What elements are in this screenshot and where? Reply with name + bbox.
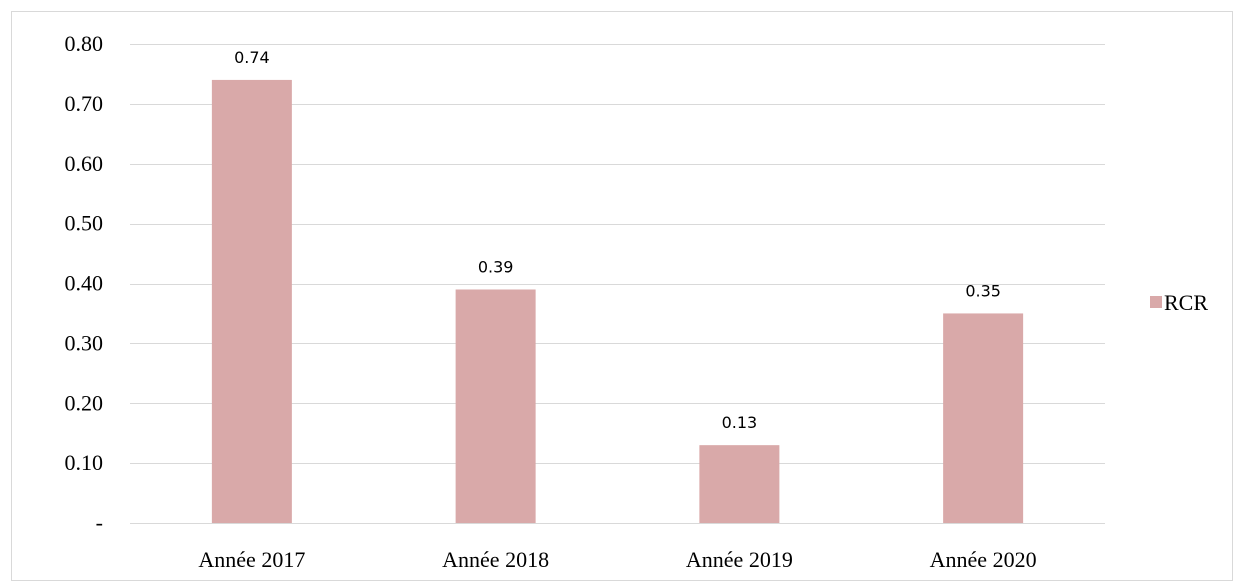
x-axis-category-labels: Année 2017 Année 2018 Année 2019 Année 2020 — [198, 547, 1036, 572]
y-tick-label: 0.30 — [65, 330, 104, 355]
x-category-label: Année 2018 — [442, 547, 549, 572]
legend-label: RCR — [1164, 290, 1208, 315]
bar — [211, 79, 292, 524]
x-category-label: Année 2019 — [686, 547, 793, 572]
y-tick-label: 0.20 — [65, 390, 104, 415]
data-label: 0.13 — [722, 413, 758, 432]
data-label: 0.35 — [965, 281, 1001, 300]
chart-frame: -0.10 0.20 0.30 0.40 0.50 0.60 0.70 0.80 0.74 0.… — [11, 11, 1233, 581]
y-tick-label: 0.50 — [65, 211, 104, 236]
x-category-label: Année 2020 — [930, 547, 1037, 572]
y-tick-label: 0.60 — [65, 151, 104, 176]
bar — [699, 445, 780, 523]
y-tick-label: 0.70 — [65, 91, 104, 116]
bars — [211, 79, 1024, 524]
gridlines — [130, 44, 1105, 524]
y-tick-label: 0.40 — [65, 271, 104, 296]
y-tick-label: 0.80 — [65, 31, 104, 56]
y-tick-label: 0.10 — [65, 450, 104, 475]
legend-swatch — [1150, 296, 1162, 308]
data-labels: 0.74 0.39 0.13 0.35 — [234, 48, 1001, 432]
y-axis-tick-labels: - 0.10 0.20 0.30 0.40 0.50 0.60 0.70 0.80 — [65, 31, 104, 535]
legend: RCR — [1150, 290, 1208, 315]
bar-chart: -0.100.200.300.400.500.600.700.80 0.740.… — [65, 31, 1209, 572]
bar — [943, 313, 1024, 523]
data-label: 0.74 — [234, 48, 270, 67]
data-label: 0.39 — [478, 257, 514, 276]
x-category-label: Année 2017 — [198, 547, 305, 572]
y-tick-label: - — [96, 510, 103, 535]
bar — [455, 289, 536, 523]
